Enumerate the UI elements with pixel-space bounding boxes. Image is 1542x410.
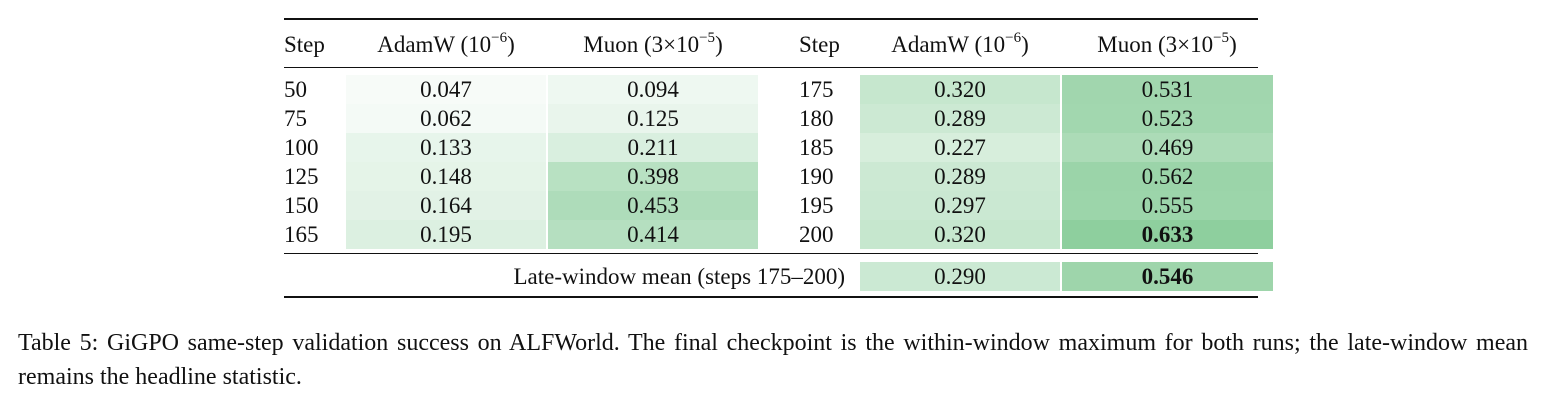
adamw-value-cell: 0.320: [860, 75, 1060, 104]
muon-value-cell: 0.523: [1062, 104, 1273, 133]
step-cell: 175: [799, 77, 834, 102]
header-muon-right: Muon (3×10−5): [1097, 30, 1237, 57]
muon-value-cell: 0.414: [548, 220, 758, 249]
adamw-value-cell: 0.297: [860, 191, 1060, 220]
muon-value-cell: 0.562: [1062, 162, 1273, 191]
adamw-value-cell: 0.289: [860, 104, 1060, 133]
muon-value-cell: 0.094: [548, 75, 758, 104]
mean-adamw-cell: 0.290: [860, 262, 1060, 291]
header-rule: [284, 67, 1258, 68]
mean-rule: [284, 253, 1258, 254]
step-cell: 195: [799, 193, 834, 218]
step-cell: 50: [284, 77, 307, 102]
adamw-value-cell: 0.133: [346, 133, 546, 162]
step-cell: 165: [284, 222, 319, 247]
step-cell: 185: [799, 135, 834, 160]
muon-value-cell: 0.211: [548, 133, 758, 162]
adamw-value-cell: 0.227: [860, 133, 1060, 162]
step-cell: 100: [284, 135, 319, 160]
header-step-right: Step: [799, 32, 840, 57]
adamw-value-cell: 0.195: [346, 220, 546, 249]
step-cell: 125: [284, 164, 319, 189]
muon-value-cell: 0.125: [548, 104, 758, 133]
step-cell: 150: [284, 193, 319, 218]
adamw-value-cell: 0.047: [346, 75, 546, 104]
step-cell: 180: [799, 106, 834, 131]
muon-value-cell: 0.633: [1062, 220, 1273, 249]
muon-value-cell: 0.469: [1062, 133, 1273, 162]
header-step-left: Step: [284, 32, 325, 57]
step-cell: 75: [284, 106, 307, 131]
adamw-value-cell: 0.164: [346, 191, 546, 220]
header-muon-left: Muon (3×10−5): [583, 30, 723, 57]
muon-value-cell: 0.453: [548, 191, 758, 220]
muon-value-cell: 0.531: [1062, 75, 1273, 104]
top-rule: [284, 18, 1258, 20]
late-window-mean-label: Late-window mean (steps 175–200): [513, 264, 845, 289]
adamw-value-cell: 0.148: [346, 162, 546, 191]
adamw-value-cell: 0.320: [860, 220, 1060, 249]
table-caption: Table 5: GiGPO same-step validation succ…: [18, 330, 1528, 390]
bottom-rule: [284, 296, 1258, 298]
muon-value-cell: 0.398: [548, 162, 758, 191]
muon-value-cell: 0.555: [1062, 191, 1273, 220]
step-cell: 190: [799, 164, 834, 189]
step-cell: 200: [799, 222, 834, 247]
header-adamw-left: AdamW (10−6): [377, 30, 515, 57]
adamw-value-cell: 0.289: [860, 162, 1060, 191]
header-adamw-right: AdamW (10−6): [891, 30, 1029, 57]
adamw-value-cell: 0.062: [346, 104, 546, 133]
mean-muon-cell: 0.546: [1062, 262, 1273, 291]
